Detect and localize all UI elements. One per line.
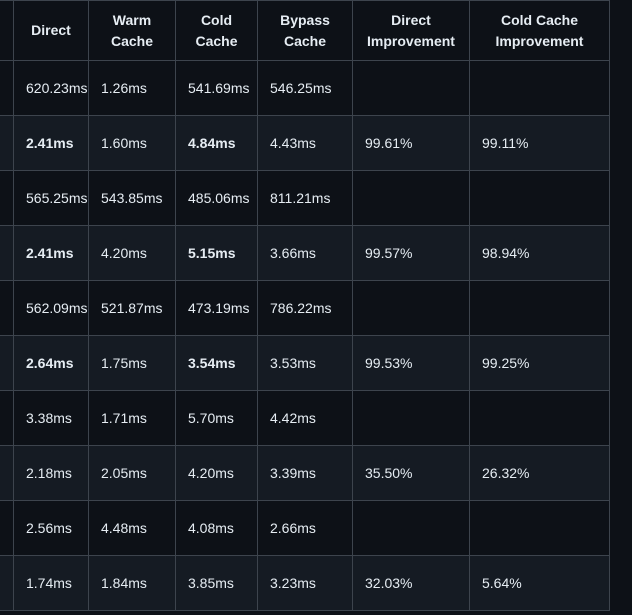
cell-direct: 620.23ms [13,60,89,116]
cell-direct-improvement: 99.61% [352,115,470,171]
cell-label [0,280,14,336]
cell-cold-cache-improvement: 5.64% [469,555,610,611]
table-header-row: Direct Warm Cache Cold Cache Bypass Cach… [0,0,610,61]
cell-direct-improvement: 32.03% [352,555,470,611]
cell-direct: 1.74ms [13,555,89,611]
cell-direct-improvement [352,500,470,556]
cell-cold-cache: 4.84ms [175,115,258,171]
header-cell-direct: Direct [13,0,89,61]
cell-direct-improvement [352,280,470,336]
table-body: 620.23ms 1.26ms 541.69ms 546.25ms 2.41ms 1.60… [0,60,610,611]
cell-label [0,445,14,501]
cell-cold-cache-improvement [469,60,610,116]
table-row: 2.41ms 1.60ms 4.84ms 4.43ms 99.61% 99.11% [0,115,610,171]
cell-label [0,500,14,556]
cell-label [0,225,14,281]
cell-bypass-cache: 3.53ms [257,335,353,391]
table-row: 565.25ms 543.85ms 485.06ms 811.21ms [0,170,610,226]
cell-direct: 565.25ms [13,170,89,226]
cell-bypass-cache: 546.25ms [257,60,353,116]
cell-cold-cache: 4.20ms [175,445,258,501]
cell-warm-cache: 1.71ms [88,390,176,446]
table-row: 1.74ms 1.84ms 3.85ms 3.23ms 32.03% 5.64% [0,555,610,611]
header-cell-warm-cache: Warm Cache [88,0,176,61]
cell-cold-cache: 5.15ms [175,225,258,281]
cell-direct: 2.41ms [13,225,89,281]
cell-cold-cache: 541.69ms [175,60,258,116]
cell-label [0,60,14,116]
cell-direct-improvement [352,390,470,446]
table-row: 2.64ms 1.75ms 3.54ms 3.53ms 99.53% 99.25% [0,335,610,391]
cell-cold-cache: 4.08ms [175,500,258,556]
table-row: 3.38ms 1.71ms 5.70ms 4.42ms [0,390,610,446]
header-cell-cold-cache-improvement: Cold Cache Improvement [469,0,610,61]
cell-direct-improvement: 35.50% [352,445,470,501]
table-row: 2.56ms 4.48ms 4.08ms 2.66ms [0,500,610,556]
header-cell-label [0,0,14,61]
cell-direct: 3.38ms [13,390,89,446]
cell-direct: 562.09ms [13,280,89,336]
cell-warm-cache: 1.75ms [88,335,176,391]
cell-warm-cache: 1.26ms [88,60,176,116]
cell-cold-cache-improvement: 99.11% [469,115,610,171]
header-cell-direct-improvement: Direct Improvement [352,0,470,61]
cell-cold-cache: 473.19ms [175,280,258,336]
cell-direct-improvement: 99.57% [352,225,470,281]
cell-warm-cache: 521.87ms [88,280,176,336]
cell-bypass-cache: 786.22ms [257,280,353,336]
cell-bypass-cache: 3.66ms [257,225,353,281]
cell-cold-cache-improvement [469,170,610,226]
cell-bypass-cache: 3.39ms [257,445,353,501]
cell-direct-improvement [352,60,470,116]
cell-direct: 2.18ms [13,445,89,501]
cell-cold-cache: 5.70ms [175,390,258,446]
cell-bypass-cache: 3.23ms [257,555,353,611]
cell-warm-cache: 4.20ms [88,225,176,281]
header-cell-cold-cache: Cold Cache [175,0,258,61]
table-row: 562.09ms 521.87ms 473.19ms 786.22ms [0,280,610,336]
table-row: 2.41ms 4.20ms 5.15ms 3.66ms 99.57% 98.94% [0,225,610,281]
table-row: 2.18ms 2.05ms 4.20ms 3.39ms 35.50% 26.32% [0,445,610,501]
cell-cold-cache: 3.85ms [175,555,258,611]
cell-bypass-cache: 4.42ms [257,390,353,446]
header-cell-bypass-cache: Bypass Cache [257,0,353,61]
cell-bypass-cache: 811.21ms [257,170,353,226]
cell-direct: 2.56ms [13,500,89,556]
cell-direct-improvement: 99.53% [352,335,470,391]
cell-cold-cache-improvement: 98.94% [469,225,610,281]
cell-cold-cache-improvement: 99.25% [469,335,610,391]
benchmark-results-table: Direct Warm Cache Cold Cache Bypass Cach… [0,0,610,611]
cell-bypass-cache: 4.43ms [257,115,353,171]
cell-warm-cache: 1.84ms [88,555,176,611]
cell-label [0,390,14,446]
cell-label [0,335,14,391]
cell-cold-cache-improvement: 26.32% [469,445,610,501]
table-row: 620.23ms 1.26ms 541.69ms 546.25ms [0,60,610,116]
cell-label [0,170,14,226]
cell-warm-cache: 4.48ms [88,500,176,556]
cell-warm-cache: 2.05ms [88,445,176,501]
cell-warm-cache: 543.85ms [88,170,176,226]
cell-cold-cache: 3.54ms [175,335,258,391]
cell-direct: 2.64ms [13,335,89,391]
cell-direct: 2.41ms [13,115,89,171]
cell-cold-cache-improvement [469,280,610,336]
cell-cold-cache-improvement [469,500,610,556]
cell-bypass-cache: 2.66ms [257,500,353,556]
cell-cold-cache: 485.06ms [175,170,258,226]
cell-label [0,115,14,171]
cell-label [0,555,14,611]
cell-direct-improvement [352,170,470,226]
cell-warm-cache: 1.60ms [88,115,176,171]
cell-cold-cache-improvement [469,390,610,446]
